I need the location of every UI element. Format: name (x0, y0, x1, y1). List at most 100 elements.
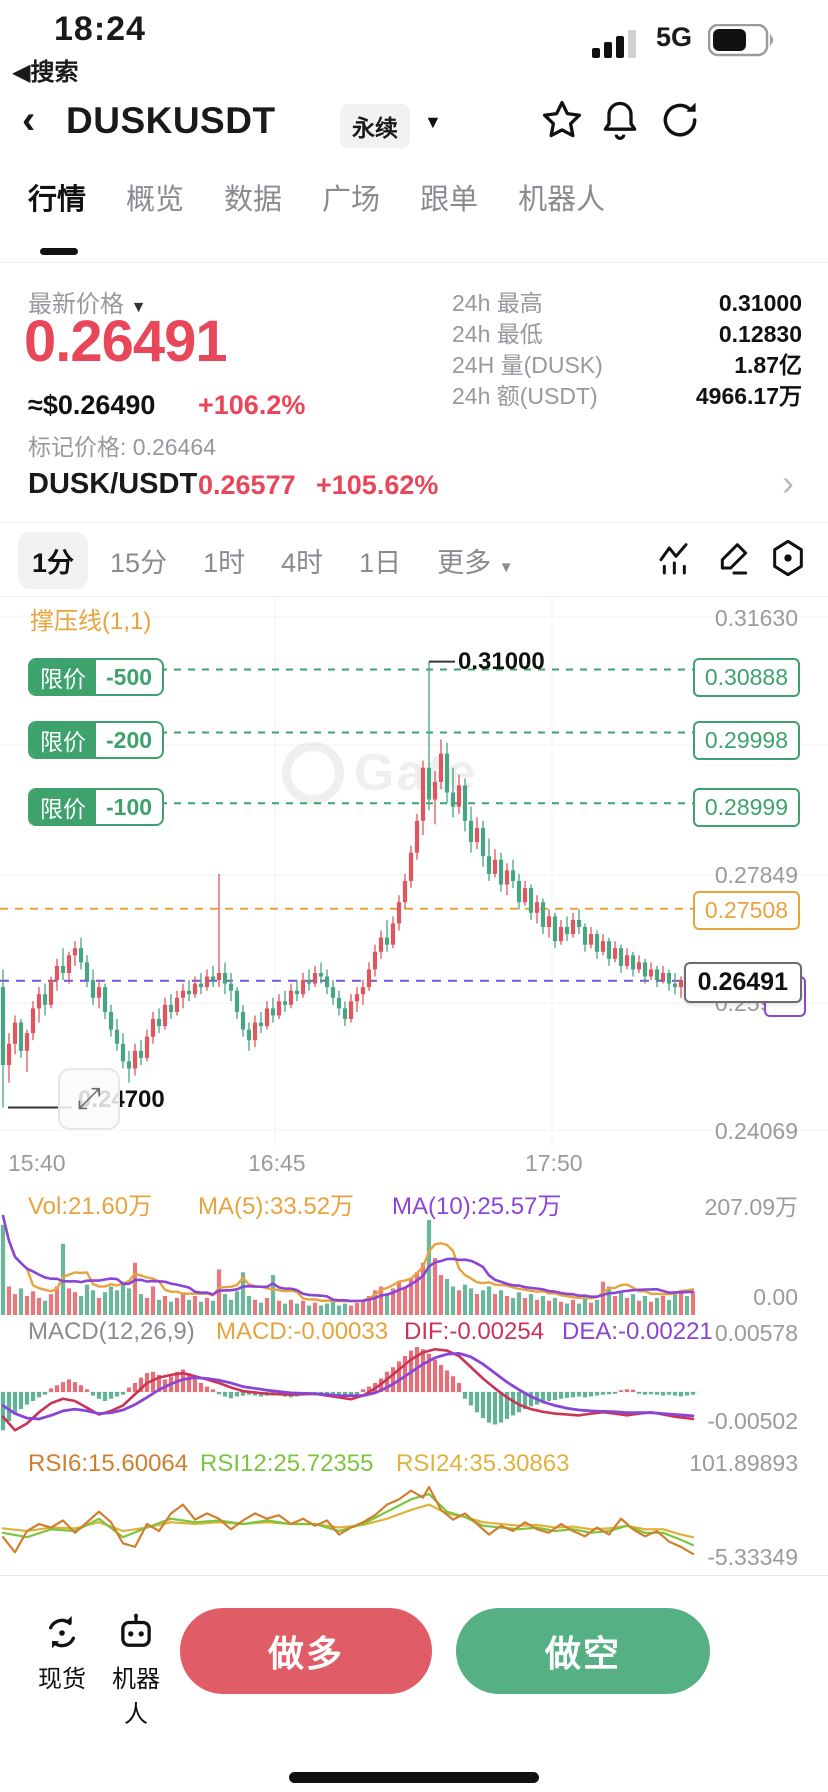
tab-market[interactable]: 行情 (28, 184, 87, 216)
stat-value: 0.31000 (718, 290, 802, 316)
spot-pair-name[interactable]: DUSK/USDT (28, 468, 198, 500)
axis-label: 0.27849 (714, 862, 798, 888)
dea-value: DEA:-0.00221 (562, 1318, 713, 1345)
rsi12-label: RSI12:25.72355 (200, 1450, 374, 1477)
stat-label: 24h 额(USDT) (452, 383, 598, 409)
stats-block: 24h 最高 0.31000 24h 最低 0.12830 24H 量(DUSK) 1… (452, 288, 802, 412)
timeframe-1m[interactable]: 1分 (18, 532, 89, 589)
axis-label: 0.31630 (714, 605, 798, 631)
robot-icon (121, 1613, 151, 1647)
back-to-search-label: 搜索 (30, 59, 79, 86)
home-indicator[interactable] (289, 1772, 539, 1783)
x-axis-tick: 15:40 (8, 1150, 66, 1176)
contract-caret-icon[interactable]: ▼ (424, 112, 442, 132)
volume-chart[interactable] (0, 1212, 828, 1316)
rsi6-label[interactable]: RSI6:15.60064 (28, 1450, 189, 1477)
tab-square[interactable]: 广场 (322, 184, 381, 216)
timeframe-15m[interactable]: 15分 (110, 548, 168, 578)
volume-label[interactable]: Vol:21.60万 (28, 1193, 153, 1220)
macd-chart[interactable] (0, 1345, 828, 1445)
stat-label: 24h 最低 (452, 321, 543, 347)
status-time: 18:24 (54, 10, 146, 48)
more-label: 更多 (437, 548, 492, 578)
limit-order-500[interactable]: 限价 -500 (28, 658, 165, 696)
timeframe-bar: 1分 15分 1时 4时 1日 更多 ▼ (18, 532, 520, 589)
timeframe-1d[interactable]: 1日 (359, 548, 402, 578)
divider (0, 262, 828, 263)
stat-value: 1.87亿 (734, 352, 802, 378)
mark-price: 标记价格: 0.26464 (28, 434, 216, 460)
alert-bell-icon[interactable] (598, 98, 642, 142)
spot-shortcut[interactable]: 现货 (36, 1612, 88, 1694)
rsi-axis-min: -5.33349 (707, 1544, 798, 1570)
x-axis-tick: 16:45 (248, 1150, 306, 1176)
timeframe-1h[interactable]: 1时 (203, 548, 246, 578)
current-price-tag: 0.26491 (683, 962, 802, 1003)
stat-row-turnover: 24h 额(USDT) 4966.17万 (452, 381, 802, 412)
rsi-chart[interactable] (0, 1476, 828, 1572)
dif-value: DIF:-0.00254 (404, 1318, 545, 1345)
volume-ma5-label: MA(5):33.52万 (198, 1193, 355, 1220)
candlestick-chart[interactable] (0, 596, 828, 1150)
spot-label: 现货 (38, 1666, 86, 1693)
battery-icon (708, 24, 773, 57)
limit-price-label: 0.28999 (692, 788, 800, 827)
rsi-axis-max: 101.89893 (689, 1450, 798, 1476)
share-refresh-icon[interactable] (658, 98, 702, 142)
sr-price-label: 0.27508 (692, 891, 800, 930)
limit-order-200[interactable]: 限价 -200 (28, 721, 165, 759)
limit-order-100[interactable]: 限价 -100 (28, 788, 165, 826)
macd-title[interactable]: MACD(12,26,9) (28, 1318, 195, 1345)
indicator-settings-icon[interactable] (656, 538, 696, 578)
more-caret-icon: ▼ (498, 559, 514, 576)
stat-row-low: 24h 最低 0.12830 (452, 319, 802, 350)
timeframe-4h[interactable]: 4时 (281, 548, 324, 578)
long-button[interactable]: 做多 (180, 1608, 432, 1694)
limit-order-qty: -100 (106, 793, 153, 820)
spot-pair-price: 0.26577 (198, 470, 296, 500)
limit-order-qty: -500 (106, 663, 153, 690)
limit-price-label: 0.30888 (692, 658, 800, 697)
stat-row-high: 24h 最高 0.31000 (452, 288, 802, 319)
spot-exchange-icon (48, 1615, 76, 1649)
price-caret-icon: ▼ (130, 299, 147, 316)
rsi24-label: RSI24:35.30863 (396, 1450, 570, 1477)
favorite-star-icon[interactable] (540, 98, 584, 142)
signal-icon (592, 30, 636, 58)
tab-data[interactable]: 数据 (224, 184, 283, 216)
macd-value: MACD:-0.00033 (216, 1318, 389, 1345)
divider (0, 1575, 828, 1576)
tab-bots[interactable]: 机器人 (518, 184, 606, 216)
stat-label: 24H 量(DUSK) (452, 352, 603, 378)
x-axis-tick: 17:50 (525, 1150, 583, 1176)
chart-settings-icon[interactable] (768, 538, 808, 578)
tab-overview[interactable]: 概览 (126, 184, 185, 216)
high-annotation: 0.31000 (458, 648, 545, 675)
limit-order-tag: 限价 (30, 723, 96, 757)
axis-label: 0.24069 (714, 1118, 798, 1144)
volume-ma10-label: MA(10):25.57万 (392, 1193, 562, 1220)
chevron-right-icon[interactable]: › (782, 462, 794, 503)
network-type: 5G (656, 22, 693, 52)
macd-axis-min: -0.00502 (707, 1408, 798, 1434)
tab-copy-trading[interactable]: 跟单 (420, 184, 479, 216)
expand-chart-icon[interactable]: ⤢ (58, 1068, 120, 1130)
limit-order-tag: 限价 (30, 660, 96, 694)
contract-type-badge[interactable]: 永续 (340, 104, 410, 148)
macd-axis-max: 0.00578 (714, 1320, 798, 1346)
tab-bar: 行情 概览 数据 广场 跟单 机器人 (28, 176, 605, 218)
back-to-search-hint[interactable]: ◀搜索 (12, 59, 79, 86)
draw-pencil-icon[interactable] (714, 538, 754, 578)
last-price-text: 最新价格 (28, 291, 124, 318)
short-button[interactable]: 做空 (456, 1608, 710, 1694)
volume-axis-min: 0.00 (753, 1284, 798, 1310)
bot-label: 机器人 (112, 1666, 160, 1728)
back-button[interactable]: ‹ (22, 98, 36, 142)
last-price-label[interactable]: 最新价格 ▼ (28, 284, 147, 319)
divider (0, 596, 828, 597)
bot-shortcut[interactable]: 机器人 (104, 1612, 168, 1729)
page-title: DUSKUSDT (66, 100, 276, 141)
change-percent: +106.2% (198, 390, 306, 420)
timeframe-more[interactable]: 更多 ▼ (423, 532, 519, 589)
